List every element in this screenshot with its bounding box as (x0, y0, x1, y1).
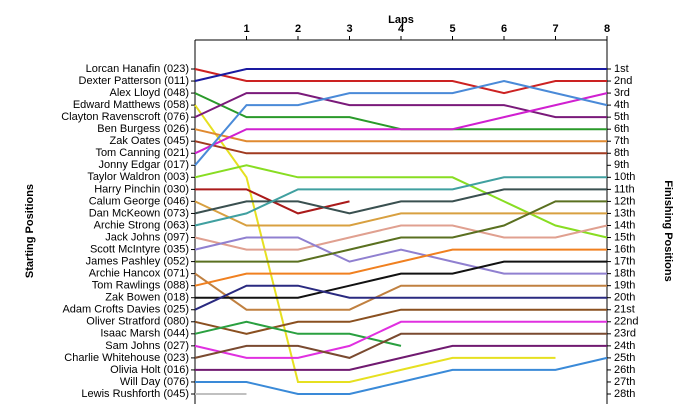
y-tick-label: Zak Bowen (018) (105, 292, 189, 304)
series-line (194, 68, 607, 95)
y2-tick-label: 13th (614, 207, 635, 219)
series-line (194, 68, 607, 82)
series-line (194, 79, 608, 166)
series-line (194, 176, 607, 227)
y-tick-label: Calum George (046) (89, 195, 189, 207)
series-line (194, 332, 607, 359)
y2-tick-label: 19th (614, 280, 635, 292)
y-tick-label: Lewis Rushforth (045) (81, 388, 189, 400)
y2-tick-label: 6th (614, 123, 629, 135)
y2-tick-label: 14th (614, 219, 635, 231)
x-tick-label: 7 (552, 23, 558, 35)
y-tick-label: Sam Johns (027) (105, 340, 189, 352)
series-line (194, 164, 608, 239)
y-tick-label: Olivia Holt (016) (110, 364, 189, 376)
y-tick-label: Archie Hancox (071) (89, 268, 189, 280)
series-line (194, 140, 607, 155)
series-line (194, 284, 607, 311)
x-tick-label: 6 (501, 23, 507, 35)
y2-tick-label: 26th (614, 364, 635, 376)
series-line (194, 200, 607, 227)
y2-tick-label: 25th (614, 352, 635, 364)
y2-tick-label: 2nd (614, 75, 632, 87)
series-line (194, 308, 607, 335)
y2-tick-label: 15th (614, 231, 635, 243)
y-tick-label: Lorcan Hanafin (023) (86, 63, 189, 75)
y-tick-label: Archie Strong (063) (94, 219, 189, 231)
series-line (194, 236, 607, 275)
series-line (195, 200, 607, 263)
x-tick-label: 1 (243, 23, 249, 35)
series-line (194, 104, 556, 383)
y-tick-label: Alex Lloyd (048) (110, 87, 190, 99)
y2-tick-label: 20th (614, 292, 635, 304)
y2-tick-label: 27th (614, 376, 635, 388)
y2-tick-label: 22nd (614, 316, 638, 328)
y-tick-label: Taylor Waldron (003) (87, 171, 189, 183)
series-line (195, 344, 607, 371)
y2-tick-label: 28th (614, 388, 635, 400)
series-line (194, 92, 608, 155)
series-line (194, 128, 607, 143)
y2-tick-label: 24th (614, 340, 635, 352)
y2-tick-label: 9th (614, 159, 629, 171)
x-tick-label: 8 (604, 23, 610, 35)
y2-tick-label: 5th (614, 111, 629, 123)
series-line (194, 224, 608, 251)
y2-tick-label: 8th (614, 147, 629, 159)
y2-tick-label: 21st (614, 304, 635, 316)
series-line (194, 248, 607, 287)
y-tick-label: Tom Canning (021) (95, 147, 189, 159)
y-tick-label: Zak Oates (045) (110, 135, 189, 147)
y-tick-label: Jack Johns (097) (105, 231, 189, 243)
y-tick-label: Adam Crofts Davies (025) (62, 304, 189, 316)
series-line (195, 356, 608, 395)
y-tick-label: Clayton Ravenscroft (076) (61, 111, 189, 123)
y-axis-label: Starting Positions (24, 184, 36, 278)
y-tick-label: Isaac Marsh (044) (100, 328, 189, 340)
series-line (195, 260, 607, 299)
x-tick-label: 5 (449, 23, 455, 35)
y-tick-label: Jonny Edgar (017) (99, 159, 190, 171)
y2-tick-label: 1st (614, 63, 629, 75)
series-line (194, 92, 607, 119)
y2-tick-label: 10th (614, 171, 635, 183)
y2-axis-label: Finishing Positions (662, 180, 674, 281)
x-tick-label: 4 (398, 23, 405, 35)
y-tick-label: Charlie Whitehouse (023) (64, 352, 189, 364)
series-line (194, 188, 607, 215)
y-tick-label: Tom Rawlings (088) (92, 280, 189, 292)
x-tick-label: 2 (295, 23, 301, 35)
y-tick-label: James Pashley (052) (86, 255, 189, 267)
y-tick-label: Ben Burgess (026) (97, 123, 189, 135)
y-tick-label: Edward Matthews (058) (73, 99, 189, 111)
y-tick-label: Dexter Patterson (011) (79, 75, 189, 87)
y2-tick-label: 18th (614, 268, 635, 280)
y-tick-label: Dan McKeown (073) (89, 207, 189, 219)
y2-tick-label: 7th (614, 135, 629, 147)
y-tick-label: Scott McIntyre (035) (90, 243, 189, 255)
y-tick-label: Will Day (076) (120, 376, 189, 388)
y2-tick-label: 17th (614, 255, 635, 267)
y2-tick-label: 11th (614, 183, 635, 195)
y2-tick-label: 3rd (614, 87, 630, 99)
y2-tick-label: 16th (614, 243, 635, 255)
y2-tick-label: 12th (614, 195, 635, 207)
y2-tick-label: 4th (614, 99, 629, 111)
y-tick-label: Harry Pinchin (030) (94, 183, 189, 195)
y2-tick-label: 23rd (614, 328, 636, 340)
series-line (194, 272, 607, 311)
chart-title: Laps (388, 14, 414, 26)
x-tick-label: 3 (346, 23, 352, 35)
y-tick-label: Oliver Stratford (080) (86, 316, 189, 328)
series-line (194, 320, 607, 359)
